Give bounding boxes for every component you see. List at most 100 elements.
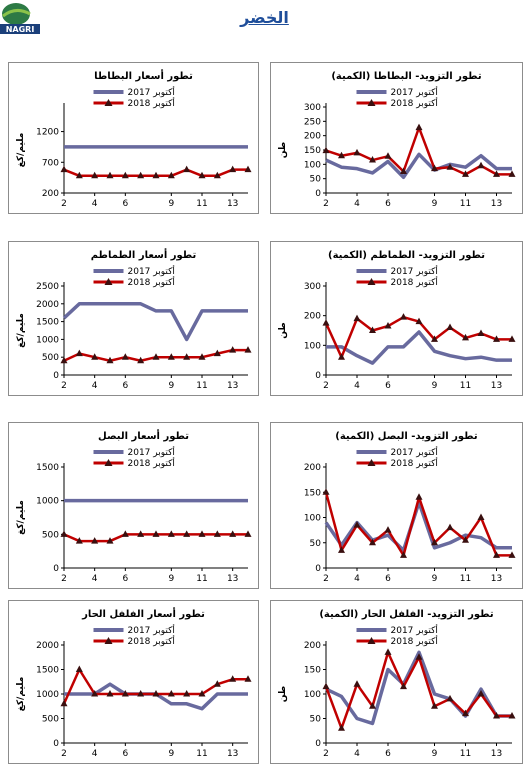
y-tick-label: 0 xyxy=(53,564,59,574)
y-tick-label: 100 xyxy=(304,514,321,524)
y-tick-label: 300 xyxy=(304,103,321,113)
chart-title: تطور التزويد- البطاطا (الكمية) xyxy=(331,71,482,82)
data-point-2018 xyxy=(338,724,345,731)
y-tick-label: 0 xyxy=(53,371,59,381)
data-point-2018 xyxy=(322,319,330,326)
x-tick-label: 9 xyxy=(432,199,438,209)
x-tick-label: 2 xyxy=(61,574,67,584)
y-tick-label: 50 xyxy=(310,715,322,725)
x-tick-label: 13 xyxy=(491,749,502,759)
y-tick-label: 1500 xyxy=(36,666,59,676)
data-point-2018 xyxy=(152,353,160,360)
data-point-2018 xyxy=(75,349,83,357)
data-point-2018 xyxy=(431,702,438,709)
chart-potato-supply: تطور التزويد- البطاطا (الكمية) أكتوبر 201… xyxy=(270,62,523,214)
data-point-2018 xyxy=(213,349,221,357)
chart-chili-price: تطور أسعار الفلفل الحار أكتوبر 2017 أكتوبر… xyxy=(8,600,259,764)
x-tick-label: 13 xyxy=(491,199,502,209)
data-point-2018 xyxy=(137,356,145,364)
y-tick-label: 500 xyxy=(42,530,59,540)
series-line-2017 xyxy=(325,650,512,726)
data-point-2018 xyxy=(415,123,423,131)
data-point-2018 xyxy=(137,690,145,697)
chart-chili-supply: تطور التزويد- الفلفل الحار (الكمية) أكتوب… xyxy=(270,600,523,764)
data-point-2018 xyxy=(183,165,191,173)
legend-marker-2018 xyxy=(367,278,376,285)
data-point-2018 xyxy=(322,146,330,154)
data-point-2018 xyxy=(91,537,99,544)
data-point-2018 xyxy=(493,335,500,342)
data-point-2018 xyxy=(431,538,438,546)
data-point-2018 xyxy=(91,171,99,179)
data-point-2018 xyxy=(75,171,83,179)
data-point-2018 xyxy=(213,171,221,179)
x-tick-label: 4 xyxy=(92,199,98,209)
y-tick-label: 200 xyxy=(42,189,59,199)
legend-label-2017: أكتوبر 2017 xyxy=(391,446,438,458)
data-point-2018 xyxy=(183,530,191,537)
tomato-supply-chart: تطور التزويد- الطماطم (الكمية) أكتوبر 201… xyxy=(278,250,516,391)
data-point-2018 xyxy=(198,353,206,360)
y-axis-label: مليم/كغ xyxy=(16,133,26,168)
x-tick-label: 4 xyxy=(354,199,360,209)
data-point-2018 xyxy=(477,161,485,169)
y-tick-label: 50 xyxy=(310,175,322,185)
chili-price-chart: تطور أسعار الفلفل الحار أكتوبر 2017أكتوبر… xyxy=(16,607,252,759)
y-tick-label: 100 xyxy=(304,341,321,351)
data-point-2018 xyxy=(152,171,160,179)
data-point-2018 xyxy=(369,326,376,333)
x-tick-label: 4 xyxy=(92,381,98,391)
x-tick-label: 4 xyxy=(354,749,360,759)
y-tick-label: 300 xyxy=(304,282,321,292)
x-tick-label: 13 xyxy=(491,381,502,391)
chart-title: تطور التزويد- الفلفل الحار (الكمية) xyxy=(319,609,494,620)
legend-label-2017: أكتوبر 2017 xyxy=(391,86,438,98)
x-tick-label: 6 xyxy=(385,574,391,584)
x-tick-label: 9 xyxy=(168,381,174,391)
legend-label-2017: أكتوبر 2017 xyxy=(128,265,175,277)
data-point-2018 xyxy=(167,171,175,179)
data-point-2018 xyxy=(462,333,469,341)
data-point-2018 xyxy=(167,530,175,537)
x-tick-label: 2 xyxy=(323,574,329,584)
data-point-2018 xyxy=(152,690,160,697)
data-point-2018 xyxy=(183,353,191,360)
x-tick-label: 13 xyxy=(491,574,502,584)
logo: NAGRI xyxy=(0,0,40,36)
data-point-2018 xyxy=(106,537,114,544)
y-tick-label: 150 xyxy=(304,666,321,676)
legend-marker-2018 xyxy=(367,637,376,644)
x-tick-label: 9 xyxy=(432,749,438,759)
data-point-2018 xyxy=(493,712,500,719)
data-point-2018 xyxy=(431,335,438,342)
legend-label-2017: أكتوبر 2017 xyxy=(391,265,438,277)
data-point-2018 xyxy=(121,353,129,360)
data-point-2018 xyxy=(508,335,516,342)
data-point-2018 xyxy=(508,170,516,177)
y-axis-label: مليم/كغ xyxy=(16,500,26,535)
y-tick-label: 150 xyxy=(304,146,321,156)
data-point-2018 xyxy=(91,690,99,697)
legend-label-2018: أكتوبر 2018 xyxy=(391,635,438,647)
y-tick-label: 0 xyxy=(315,739,321,749)
data-point-2018 xyxy=(415,493,423,500)
x-tick-label: 6 xyxy=(122,381,128,391)
data-point-2018 xyxy=(244,530,252,537)
x-tick-label: 11 xyxy=(460,199,471,209)
x-tick-label: 2 xyxy=(61,381,67,391)
y-tick-label: 50 xyxy=(310,539,322,549)
chili-supply-chart: تطور التزويد- الفلفل الحار (الكمية) أكتوب… xyxy=(278,609,516,759)
x-tick-label: 4 xyxy=(92,749,98,759)
data-point-2018 xyxy=(353,521,361,528)
data-point-2018 xyxy=(137,171,145,179)
y-tick-label: 1000 xyxy=(36,335,59,345)
x-tick-label: 9 xyxy=(432,574,438,584)
data-point-2018 xyxy=(369,702,376,709)
potato-supply-chart: تطور التزويد- البطاطا (الكمية) أكتوبر 201… xyxy=(278,71,516,209)
data-point-2018 xyxy=(229,165,237,173)
x-tick-label: 2 xyxy=(323,199,329,209)
data-point-2018 xyxy=(322,488,330,495)
data-point-2018 xyxy=(384,526,392,533)
data-point-2018 xyxy=(462,536,469,543)
y-tick-label: 1000 xyxy=(36,690,59,700)
